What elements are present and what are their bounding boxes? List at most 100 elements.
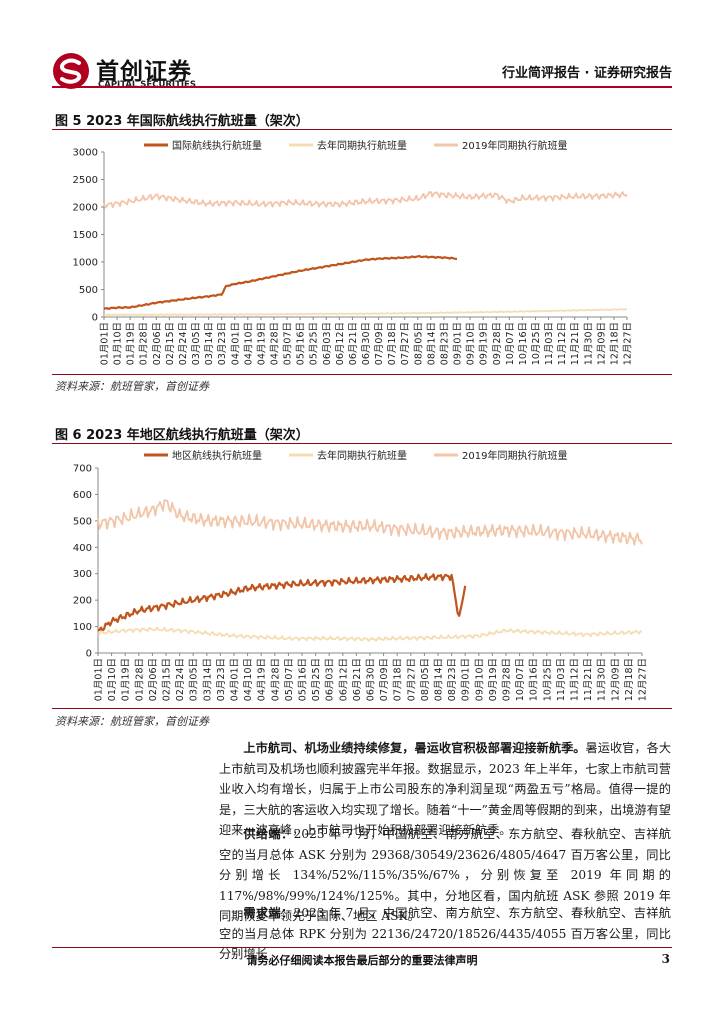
y-tick-label: 200 [73,596,92,607]
paragraph-text: 2023 年 7 月，中国航空、南方航空、东方航空、春秋航空、吉祥航空的当月总体… [219,906,671,961]
chart-regional-flights: 0 100 200 300 400 500 600 700 01月01日 01月10日 01月19日… [73,449,649,701]
x-tick-label: 07月27日 [406,658,417,701]
x-tick-label: 05月07日 [283,322,294,365]
x-tick-label: 11月12日 [570,658,581,701]
paragraph-lead: 上市航司、机场业绩持续修复，暑运收官积极部署迎接新航季。 [243,741,586,755]
paragraph-text: 暑运收官，各大上市航司及机场也顺利披露完半年报。数据显示，2023 年上半年，七… [219,741,672,837]
x-tick-label: 01月10日 [107,658,118,701]
header-divider [52,86,672,88]
x-tick-label: 01月01日 [100,322,111,365]
x-tick-label: 12月27日 [638,658,649,701]
x-tick-label: 02月06日 [148,658,159,701]
x-tick-label: 06月12日 [335,322,346,365]
x-tick-label: 10月25日 [531,322,542,365]
figure-5-caption: 图 5 2023 年国际航线执行航班量（架次） [55,114,309,129]
x-tick-label: 09月19日 [479,322,490,365]
x-tick-label: 06月03日 [322,322,333,365]
x-tick-label: 06月12日 [338,658,349,701]
x-tick-label: 01月01日 [94,658,105,701]
page-header: 首创证券 CAPITAL SECURITIES 行业简评报告 · 证券研究报告 [0,0,724,100]
x-tick-label: 04月28日 [270,658,281,701]
y-tick-label: 300 [73,569,92,580]
paragraph-lead: 需求端： [243,906,294,920]
series-line [103,308,627,317]
legend-label: 2019年同期执行航班量 [462,139,567,152]
x-tick-label: 05月16日 [296,322,307,365]
y-tick-label: 700 [73,464,92,475]
x-tick-label: 06月21日 [348,322,359,365]
legend-label: 2019年同期执行航班量 [462,449,567,462]
series-line [103,191,628,209]
x-tick-label: 07月09日 [379,658,390,701]
x-tick-label: 03月05日 [191,322,202,365]
x-tick-label: 09月10日 [474,658,485,701]
x-tick-label: 05月25日 [311,658,322,701]
x-tick-label: 06月30日 [366,658,377,701]
series-line [97,573,467,632]
x-tick-label: 01月19日 [126,322,137,365]
x-tick-label: 03月14日 [204,322,215,365]
x-tick-label: 01月19日 [121,658,132,701]
x-tick-label: 01月28日 [134,658,145,701]
x-tick-label: 02月24日 [178,322,189,365]
y-tick-label: 100 [73,622,92,633]
series-line [104,254,458,310]
x-tick-label: 08月14日 [426,322,437,365]
x-tick-label: 10月07日 [515,658,526,701]
x-tick-label: 06月21日 [352,658,363,701]
y-tick-label: 500 [73,516,92,527]
x-tick-label: 02月15日 [162,658,173,701]
y-tick-label: 3000 [73,148,98,159]
x-tick-label: 10月16日 [518,322,529,365]
figure-6-bottom-rule [52,708,672,709]
company-name-cn: 首创证券 [96,59,192,85]
x-tick-label: 07月09日 [374,322,385,365]
x-tick-label: 09月28日 [492,322,503,365]
x-tick-label: 04月01日 [230,658,241,701]
legend-label: 国际航线执行航班量 [172,139,262,152]
paragraph-demand: 需求端：2023 年 7 月，中国航空、南方航空、东方航空、春秋航空、吉祥航空的… [219,903,671,965]
x-tick-label: 03月23日 [216,658,227,701]
x-tick-label: 09月01日 [461,658,472,701]
x-tick-label: 11月30日 [597,658,608,701]
x-tick-label: 08月23日 [447,658,458,701]
company-name-en: CAPITAL SECURITIES [98,80,196,90]
y-tick-label: 600 [73,490,92,501]
figure-6-source: 资料来源：航班管家，首创证券 [55,715,209,728]
x-tick-label: 04月19日 [256,322,267,365]
x-tick-label: 03月05日 [189,658,200,701]
figure-5-bottom-rule [52,374,672,375]
report-type: 行业简评报告 · 证券研究报告 [502,66,672,81]
x-tick-label: 12月27日 [623,322,634,365]
y-tick-label: 2500 [73,175,98,186]
x-tick-label: 04月10日 [243,322,254,365]
x-tick-label: 02月06日 [152,322,163,365]
footer-divider [52,947,672,948]
y-tick-label: 1000 [73,258,98,269]
page-number: 3 [661,952,670,966]
series-line [97,626,643,642]
y-tick-label: 2000 [73,203,98,214]
x-tick-label: 12月09日 [610,658,621,701]
x-tick-label: 09月19日 [488,658,499,701]
x-tick-label: 11月12日 [557,322,568,365]
x-tick-label: 11月21日 [570,322,581,365]
x-tick-label: 02月15日 [165,322,176,365]
x-tick-label: 08月05日 [413,322,424,365]
x-tick-label: 08月05日 [420,658,431,701]
x-tick-label: 05月07日 [284,658,295,701]
x-tick-label: 12月09日 [596,322,607,365]
x-tick-label: 12月18日 [624,658,635,701]
logo-mark-icon [53,53,89,89]
x-tick-label: 12月18日 [609,322,620,365]
y-tick-label: 500 [79,285,98,296]
x-tick-label: 07月18日 [393,658,404,701]
x-tick-label: 04月19日 [257,658,268,701]
x-tick-label: 02月24日 [175,658,186,701]
figure-5-top-rule [52,129,672,130]
paragraph-industry-recovery: 上市航司、机场业绩持续修复，暑运收官积极部署迎接新航季。暑运收官，各大上市航司及… [219,738,671,841]
x-tick-label: 03月14日 [202,658,213,701]
x-tick-label: 11月03日 [556,658,567,701]
legend-label: 去年同期执行航班量 [317,449,407,462]
y-tick-label: 0 [86,649,92,660]
